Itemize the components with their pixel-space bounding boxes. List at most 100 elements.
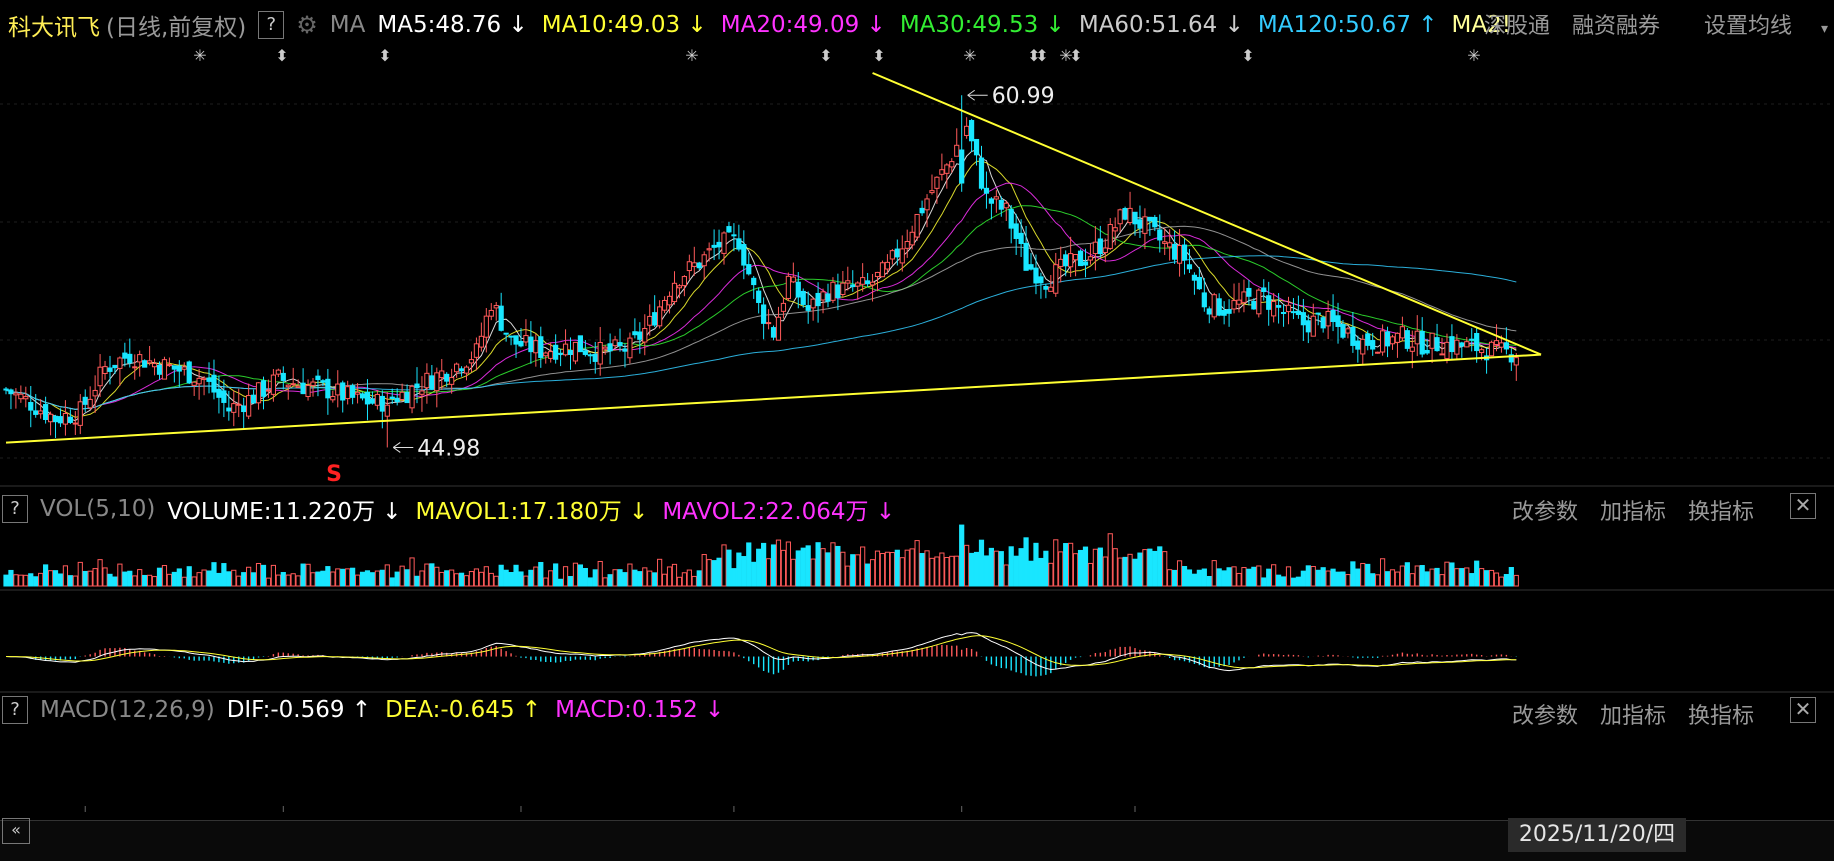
candle-body-105 xyxy=(523,335,529,343)
volume-bar-183 xyxy=(909,548,915,587)
candle-body-278 xyxy=(1379,330,1386,353)
volume-bar-211 xyxy=(1048,562,1054,587)
volume-bar-200 xyxy=(993,550,999,587)
candle-body-126 xyxy=(627,337,633,359)
link-shengutong[interactable]: 深股通 xyxy=(1484,14,1551,39)
candle-body-2 xyxy=(13,392,19,396)
candle-body-132 xyxy=(657,306,663,327)
gear-icon[interactable]: ⚙ xyxy=(296,11,318,39)
candle-body-136 xyxy=(676,285,683,289)
volume-bar-267 xyxy=(1325,570,1331,587)
candle-body-290 xyxy=(1439,353,1445,356)
candle-body-165 xyxy=(820,291,826,301)
candle-body-251 xyxy=(1246,287,1252,297)
volume-bar-167 xyxy=(830,542,836,587)
vol-edit-params[interactable]: 改参数 xyxy=(1512,500,1579,525)
volume-bar-66 xyxy=(330,571,336,587)
link-margin[interactable]: 融资融券 xyxy=(1572,14,1661,39)
candle-body-87 xyxy=(434,372,440,392)
candle-body-273 xyxy=(1355,340,1361,350)
volume-bar-228 xyxy=(1132,558,1138,587)
candle-body-28 xyxy=(142,360,148,368)
volume-bar-251 xyxy=(1246,568,1252,587)
volume-bar-193 xyxy=(959,524,965,587)
volume-bar-235 xyxy=(1167,569,1173,587)
candle-body-256 xyxy=(1271,300,1277,317)
volume-bar-122 xyxy=(607,574,613,587)
candle-body-242 xyxy=(1201,292,1207,308)
volume-bar-185 xyxy=(919,553,925,587)
volume-bar-214 xyxy=(1063,543,1069,587)
candle-body-253 xyxy=(1256,289,1262,315)
ma-value-4: MA60:51.64 ↓ xyxy=(1078,12,1244,38)
scroll-left-button[interactable]: « xyxy=(2,818,30,844)
volume-bar-301 xyxy=(1493,572,1500,587)
candle-body-90 xyxy=(449,377,455,385)
candle-body-276 xyxy=(1370,340,1376,350)
volume-bar-143 xyxy=(711,560,717,587)
volume-bar-205 xyxy=(1018,548,1024,587)
volume-bar-171 xyxy=(850,554,856,587)
candle-body-260 xyxy=(1290,311,1297,314)
volume-bar-234 xyxy=(1162,551,1168,587)
candle-body-186 xyxy=(924,198,930,211)
candle-body-249 xyxy=(1236,299,1242,305)
volume-bar-290 xyxy=(1439,574,1445,587)
volume-bar-119 xyxy=(592,569,598,587)
candle-body-4 xyxy=(23,396,29,400)
candle-body-291 xyxy=(1444,341,1450,360)
macd-add-indicator[interactable]: 加指标 xyxy=(1600,704,1667,729)
candle-body-209 xyxy=(1038,276,1044,284)
candle-body-131 xyxy=(652,312,658,326)
macd-edit-params[interactable]: 改参数 xyxy=(1512,704,1579,729)
candle-body-63 xyxy=(315,375,321,381)
volume-bar-113 xyxy=(562,566,569,587)
volume-bar-223 xyxy=(1107,533,1113,587)
volume-bar-131 xyxy=(652,572,658,587)
link-ma-settings[interactable]: 设置均线 ▾ xyxy=(1704,14,1829,39)
candle-body-279 xyxy=(1384,331,1391,347)
volume-bar-96 xyxy=(478,571,484,587)
volume-bar-250 xyxy=(1241,567,1247,587)
candle-body-211 xyxy=(1048,286,1054,292)
candle-body-305 xyxy=(1513,357,1519,366)
candle-body-226 xyxy=(1122,208,1128,220)
vol-help-button[interactable]: ? xyxy=(2,495,28,523)
volume-bar-54 xyxy=(270,564,276,587)
vol-add-indicator[interactable]: 加指标 xyxy=(1600,500,1667,525)
volume-bar-72 xyxy=(359,571,366,587)
event-marker-6: ✳ xyxy=(963,46,976,65)
event-marker-1: ⬍ xyxy=(275,46,288,65)
candle-body-81 xyxy=(404,391,410,404)
macd-switch-indicator[interactable]: 换指标 xyxy=(1688,704,1755,729)
vol-title: VOL(5,10) xyxy=(40,496,156,522)
macd-help-button[interactable]: ? xyxy=(2,696,28,724)
volume-bar-51 xyxy=(255,563,262,587)
help-button[interactable]: ? xyxy=(258,11,285,39)
candle-body-140 xyxy=(696,262,702,269)
candle-body-255 xyxy=(1266,295,1272,310)
candle-body-85 xyxy=(424,372,430,389)
volume-bar-221 xyxy=(1097,547,1103,587)
candle-body-241 xyxy=(1196,276,1202,290)
volume-bar-28 xyxy=(142,574,148,587)
volume-bar-149 xyxy=(741,556,747,587)
candle-body-21 xyxy=(107,367,113,372)
candle-body-206 xyxy=(1023,242,1029,271)
candle-body-169 xyxy=(840,282,846,295)
volume-bar-75 xyxy=(374,570,380,587)
candle-body-271 xyxy=(1345,328,1351,334)
event-marker-4: ⬍ xyxy=(819,46,832,65)
volume-bar-294 xyxy=(1459,568,1465,587)
ma5-line xyxy=(5,149,1517,422)
candle-body-266 xyxy=(1320,317,1326,329)
vol-values: VOLUME:11.220万 ↓ MAVOL1:17.180万 ↓ MAVOL2:2… xyxy=(167,492,909,526)
vol-switch-indicator[interactable]: 换指标 xyxy=(1688,500,1755,525)
volume-bar-226 xyxy=(1122,556,1128,587)
vol-close-icon[interactable]: ✕ xyxy=(1790,493,1816,519)
macd-close-icon[interactable]: ✕ xyxy=(1790,697,1816,723)
candle-body-60 xyxy=(300,382,306,395)
candle-body-268 xyxy=(1330,310,1336,323)
candle-body-122 xyxy=(607,343,613,352)
